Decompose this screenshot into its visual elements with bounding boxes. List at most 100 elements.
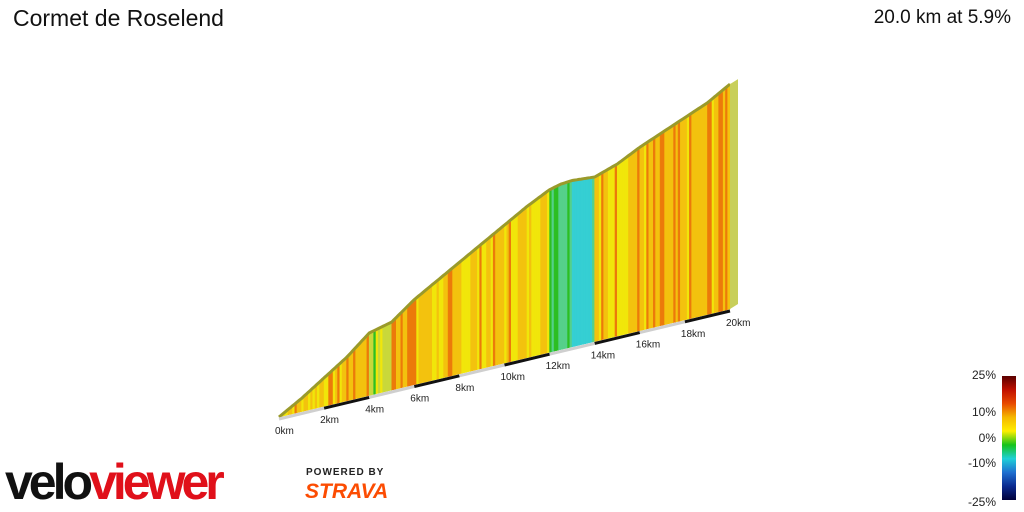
profile-stripe — [438, 276, 442, 380]
profile-stripe — [531, 200, 535, 357]
profile-stripe — [316, 381, 320, 409]
profile-stripe — [592, 176, 596, 343]
profile-stripe — [492, 231, 496, 367]
profile-stripe — [416, 295, 420, 385]
profile-stripe — [677, 119, 681, 322]
profile-stripe — [655, 134, 659, 328]
profile-stripe — [362, 337, 366, 398]
profile-stripe — [684, 115, 688, 321]
profile-stripe — [666, 127, 670, 325]
profile-stripe — [560, 182, 564, 350]
profile-stripe — [452, 265, 456, 376]
profile-stripe — [664, 128, 668, 326]
legend-color-bar — [1002, 376, 1016, 500]
profile-stripe — [614, 163, 618, 337]
profile-stripe — [337, 362, 341, 404]
legend-label: 10% — [972, 405, 996, 419]
profile-stripe — [479, 243, 483, 370]
distance-axis: 0km 2km 4km 6km 8km 10km 12km 14km 16km 18km 20km — [275, 309, 750, 437]
profile-stripe — [637, 146, 641, 332]
profile-stripe — [556, 184, 559, 351]
profile-stripe — [625, 154, 629, 335]
axis-segment — [323, 395, 370, 410]
profile-stripe — [371, 330, 375, 396]
profile-stripe — [648, 139, 652, 329]
profile-stripe — [725, 85, 729, 311]
distance-tick-label: 12km — [546, 361, 570, 372]
profile-stripe — [402, 307, 406, 388]
profile-stripe — [389, 321, 393, 391]
profile-stripe — [391, 318, 395, 391]
profile-stripe — [616, 161, 620, 337]
profile-stripe — [490, 233, 494, 367]
profile-stripe — [569, 180, 573, 348]
distance-tick-label: 8km — [455, 383, 474, 394]
profile-stripe — [321, 377, 325, 408]
profile-stripe — [398, 312, 402, 389]
profile-stripe — [643, 142, 647, 330]
profile-stripe — [594, 175, 598, 342]
profile-stripe — [445, 270, 449, 378]
profile-stripe — [330, 368, 334, 405]
profile-stripe — [682, 117, 686, 321]
profile-stripe — [537, 195, 541, 356]
profile-stripe — [344, 356, 347, 402]
profile-stripe — [567, 180, 571, 349]
profile-stripe — [422, 289, 426, 383]
profile-stripe — [486, 237, 490, 368]
axis-segment — [639, 320, 686, 335]
profile-stripe — [339, 360, 343, 403]
profile-stripe — [662, 130, 665, 326]
profile-stripe — [544, 190, 548, 354]
profile-stripe — [535, 197, 539, 356]
profile-stripe — [380, 325, 384, 394]
profile-stripe — [447, 269, 451, 377]
powered-by-label: POWERED BY — [306, 467, 385, 478]
profile-stripe — [384, 323, 388, 392]
profile-stripe — [549, 188, 553, 353]
profile-stripe — [589, 176, 593, 343]
profile-stripe — [436, 278, 440, 380]
profile-stripe — [680, 118, 683, 322]
profile-stripe — [323, 375, 327, 407]
profile-stripe — [619, 160, 623, 336]
profile-stripe — [463, 256, 467, 374]
profile-stripe — [386, 322, 390, 392]
profile-stripe — [646, 140, 650, 330]
strava-logo[interactable]: STRAVA — [305, 480, 389, 503]
veloviewer-logo[interactable]: veloviewer — [5, 452, 225, 512]
legend-label: -10% — [968, 456, 996, 470]
profile-stripe — [348, 351, 352, 401]
profile-stripe — [704, 102, 708, 316]
profile-stripe — [612, 164, 616, 338]
profile-stripe — [519, 209, 523, 360]
profile-stripe — [727, 83, 731, 310]
profile-stripe — [711, 96, 715, 314]
profile-stripe — [610, 166, 614, 338]
profile-stripe — [576, 179, 580, 347]
profile-stripe — [551, 186, 555, 353]
profile-stripe — [515, 213, 519, 361]
distance-tick-label: 16km — [636, 340, 660, 351]
climb-summary: 20.0 km at 5.9% — [873, 7, 1011, 28]
profile-stripe — [488, 235, 492, 368]
legend-label: 0% — [979, 431, 997, 445]
distance-tick-label: 18km — [681, 329, 705, 340]
profile-stripe — [357, 342, 361, 399]
veloviewer-logo-velo: velo — [5, 454, 93, 510]
axis-segment — [413, 374, 460, 389]
profile-stripe — [641, 143, 645, 331]
profile-stripe — [465, 254, 469, 373]
profile-stripe — [693, 109, 697, 318]
profile-stripe — [472, 248, 476, 371]
profile-stripe — [366, 332, 370, 397]
axis-segment — [684, 309, 731, 324]
profile-stripe — [657, 133, 661, 327]
profile-stripe — [583, 178, 587, 345]
profile-stripe — [506, 220, 510, 363]
distance-tick-label: 0km — [275, 426, 294, 437]
profile-stripe — [513, 215, 517, 362]
profile-stripe — [558, 183, 562, 351]
profile-stripe — [420, 291, 424, 384]
